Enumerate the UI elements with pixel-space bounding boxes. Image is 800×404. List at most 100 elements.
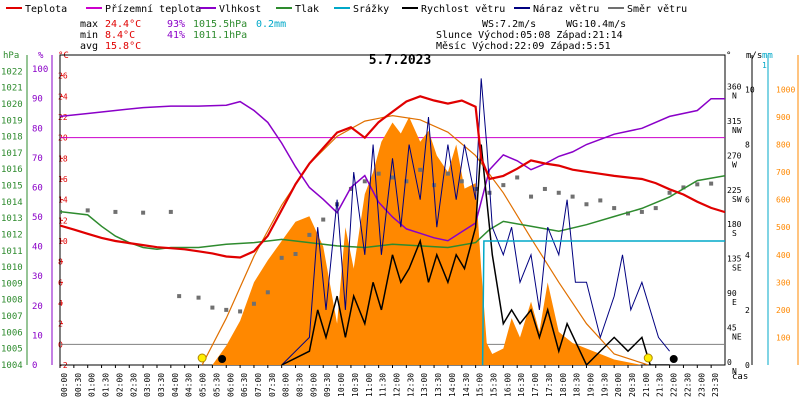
axis-title-hpa: hPa [3, 51, 19, 61]
wind-dir-point [639, 209, 644, 214]
wind-dir-point [362, 179, 367, 184]
wind-dir-point [570, 194, 575, 199]
tick-label-hpa: 1014 [1, 198, 23, 208]
tick-label-time: 14:30 [462, 373, 471, 397]
stat-ws: WS:7.2m/s [482, 19, 536, 30]
wind-dir-point [445, 171, 450, 176]
tick-label-hpa: 1021 [1, 84, 23, 94]
legend-label-rychlost: Rychlost větru [421, 3, 505, 15]
tick-label-ms: 2 [745, 306, 750, 315]
wind-dir-point [515, 175, 520, 180]
tick-label-hpa: 1011 [1, 247, 23, 257]
tick-label-time: 04:00 [171, 373, 180, 397]
tick-label-solar: 900 [776, 113, 791, 122]
tick-label-time: 16:00 [503, 373, 512, 397]
tick-label-time: 06:00 [226, 373, 235, 397]
tick-label-pct: 70 [32, 154, 43, 164]
wind-dir-point [653, 206, 658, 211]
axis-title-pct: % [38, 51, 44, 61]
tick-label-time: 21:00 [642, 373, 651, 397]
tick-label-time: 10:30 [351, 373, 360, 397]
moon-moonset-marker [218, 355, 227, 363]
legend-label-vlhkost: Vlhkost [219, 4, 261, 15]
wind-dir-point [376, 171, 381, 176]
tick-label-dir: 360 [727, 82, 742, 91]
wind-dir-point [210, 305, 215, 310]
tick-label-dir-name: S [732, 229, 737, 238]
tick-label-pct: 100 [32, 65, 48, 75]
pressure-line [60, 174, 725, 250]
tick-label-mm: 1 [762, 61, 767, 70]
stat-max-press: 1015.5hPa [193, 19, 247, 30]
tick-label-hpa: 1015 [1, 182, 23, 192]
tick-label-ms: 8 [745, 141, 750, 150]
tick-label-dir-name: N [732, 91, 737, 100]
axis-title-c: °C [58, 51, 69, 61]
moon-moonrise-marker [669, 355, 678, 363]
tick-label-time: 01:00 [88, 373, 97, 397]
tick-label-pct: 50 [32, 213, 43, 223]
tick-label-hpa: 1018 [1, 133, 23, 143]
tick-label-hpa: 1013 [1, 214, 23, 224]
tick-label-hpa: 1009 [1, 279, 23, 289]
wind-speed-line [281, 144, 670, 365]
tick-label-time: 11:30 [379, 373, 388, 397]
tick-label-time: 20:00 [614, 373, 623, 397]
wind-dir-point [681, 185, 686, 190]
tick-label-pct: 20 [32, 302, 43, 312]
wind-dir-point [141, 210, 146, 215]
tick-label-time: 14:00 [448, 373, 457, 397]
tick-label-solar: 700 [776, 168, 791, 177]
stat-max-hum: 93% [167, 19, 185, 30]
stat-min-press: 1011.1hPa [193, 30, 247, 41]
tick-label-hpa: 1016 [1, 165, 23, 175]
stat-wg: WG:10.4m/s [566, 19, 626, 30]
wind-gust-line [281, 78, 670, 365]
tick-label-solar: 100 [776, 333, 791, 342]
tick-label-hpa: 1004 [1, 361, 23, 371]
wind-dir-point [501, 183, 506, 188]
stat-avg-temp: 15.8°C [105, 41, 141, 52]
legend-label-teplota: Teplota [25, 4, 67, 15]
tick-label-time: 23:30 [711, 373, 720, 397]
tick-label-dir-name: W [732, 160, 737, 169]
tick-label-dir: 180 [727, 220, 742, 229]
tick-label-time: 19:00 [586, 373, 595, 397]
tick-label-hpa: 1010 [1, 263, 23, 273]
axis-title-ms: m/s [746, 51, 762, 61]
tick-label-ms: 6 [745, 196, 750, 205]
tick-label-time: 03:00 [143, 373, 152, 397]
tick-label-dir-name: N [732, 367, 737, 376]
tick-label-time: 15:00 [476, 373, 485, 397]
tick-label-time: 08:00 [282, 373, 291, 397]
wind-dir-point [238, 309, 243, 314]
tick-label-time: 23:00 [697, 373, 706, 397]
legend-label-smer: Směr větru [627, 3, 687, 15]
tick-label-solar: 500 [776, 223, 791, 232]
axis-title-dir: ° [726, 51, 731, 61]
tick-label-dir: 135 [727, 255, 742, 264]
tick-label-hpa: 1022 [1, 67, 23, 77]
tick-label-dir-name: SW [732, 195, 742, 204]
tick-label-hpa: 1019 [1, 116, 23, 126]
stat-min-hum: 41% [167, 30, 185, 41]
tick-label-hpa: 1007 [1, 312, 23, 322]
tick-label-dir: 270 [727, 151, 742, 160]
wind-dir-point [459, 179, 464, 184]
wind-dir-point [529, 194, 534, 199]
stats-block: max min avg 24.4°C 8.4°C 15.8°C 93% 41% … [80, 19, 626, 52]
tick-label-time: 00:00 [60, 373, 69, 397]
wind-dir-point [177, 294, 182, 299]
tick-label-time: 12:30 [406, 373, 415, 397]
tick-label-dir: 0 [727, 358, 732, 367]
tick-label-dir: 315 [727, 117, 742, 126]
tick-label-time: 08:30 [296, 373, 305, 397]
wind-dir-point [251, 301, 256, 306]
wind-dir-point [556, 190, 561, 195]
tick-label-ms: 10 [745, 85, 755, 94]
tick-label-time: 13:00 [420, 373, 429, 397]
tick-label-time: 22:00 [670, 373, 679, 397]
tick-label-time: 15:30 [489, 373, 498, 397]
humidity-line [60, 97, 725, 242]
